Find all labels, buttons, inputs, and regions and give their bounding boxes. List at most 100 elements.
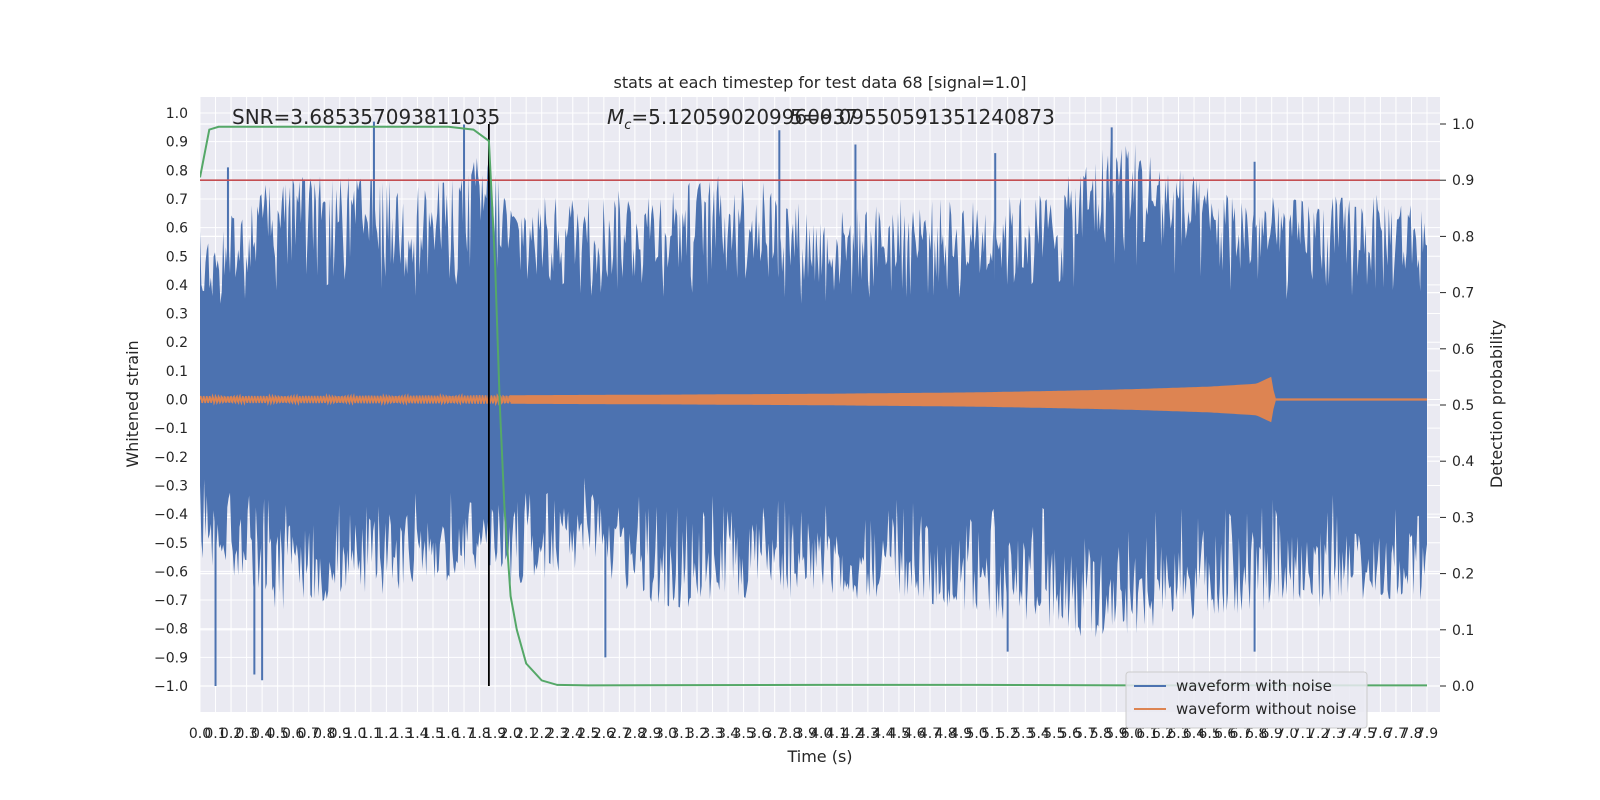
x-tick-label: 5.5: [1043, 726, 1065, 742]
y-tick-label: 0.1: [166, 364, 188, 380]
x-tick-label: 0.8: [313, 726, 335, 742]
x-tick-label: 6.8: [1245, 726, 1267, 742]
x-tick-label: 3.3: [701, 726, 723, 742]
y-tick-label: −0.4: [154, 507, 188, 523]
x-tick-label: 1.4: [406, 726, 428, 742]
x-tick-label: 7.0: [1276, 726, 1298, 742]
legend-label-noise: waveform with noise: [1176, 677, 1332, 695]
y-tick-label: 0.9: [166, 135, 188, 151]
x-tick-label: 5.8: [1090, 726, 1112, 742]
x-tick-label: 0.3: [235, 726, 257, 742]
chart-title: stats at each timestep for test data 68 …: [614, 73, 1027, 92]
x-tick-label: 2.0: [500, 726, 522, 742]
chirp-mass-annotation: Mc=5.120590209960937: [607, 105, 858, 133]
y-tick-labels: 1.0 0.9 0.8 0.7 0.6 0.5 0.4 0.3 0.2 0.1 0.0 −0.1 −0.…: [154, 106, 188, 695]
x-tick-label: 6.2: [1152, 726, 1174, 742]
x-tick-label: 2.3: [546, 726, 568, 742]
x-tick-label: 4.8: [934, 726, 956, 742]
x-tick-label: 0.6: [282, 726, 304, 742]
x-tick-label: 7.4: [1338, 726, 1360, 742]
x-tick-label: 6.6: [1214, 726, 1236, 742]
series-waveform-without-noise: [510, 376, 1428, 423]
x-tick-label: 6.3: [1167, 726, 1189, 742]
x-tick-label: 5.1: [981, 726, 1003, 742]
y-tick-label: −0.8: [154, 622, 188, 638]
x-tick-label: 4.2: [841, 726, 863, 742]
right-y-tick-label: 0.4: [1452, 454, 1474, 470]
x-tick-label: 5.0: [965, 726, 987, 742]
x-tick-label: 1.2: [375, 726, 397, 742]
right-y-tick-label: 0.5: [1452, 398, 1474, 414]
right-y-tick-label: 0.0: [1452, 679, 1474, 695]
plot-area: [200, 121, 1440, 687]
x-tick-label: 3.8: [779, 726, 801, 742]
x-tick-label: 7.6: [1369, 726, 1391, 742]
x-tick-label: 5.7: [1074, 726, 1096, 742]
x-tick-label: 5.4: [1028, 726, 1050, 742]
x-tick-label: 0.0: [189, 726, 211, 742]
x-tick-label: 7.9: [1416, 726, 1438, 742]
right-y-tick-label: 0.9: [1452, 173, 1474, 189]
x-tick-label: 3.0: [655, 726, 677, 742]
y-axis-label: Whitened strain: [123, 340, 142, 467]
x-tick-label: 3.6: [748, 726, 770, 742]
x-tick-label: 2.6: [593, 726, 615, 742]
x-tick-label: 4.9: [950, 726, 972, 742]
x-tick-label: 7.1: [1292, 726, 1314, 742]
x-tick-label: 4.1: [826, 726, 848, 742]
x-tick-label: 4.4: [872, 726, 894, 742]
x-tick-label: 7.2: [1307, 726, 1329, 742]
waveform-without-noise-oscillation: [200, 392, 512, 407]
x-tick-label: 2.7: [608, 726, 630, 742]
x-tick-label: 6.0: [1121, 726, 1143, 742]
y-tick-label: −0.6: [154, 564, 188, 580]
x-tick-label: 1.8: [468, 726, 490, 742]
x-tick-label: 5.3: [1012, 726, 1034, 742]
legend-box: [1125, 671, 1368, 729]
right-y-axis-label: Detection probability: [1487, 320, 1506, 488]
y-tick-label: 0.0: [166, 393, 188, 409]
x-tick-label: 1.7: [453, 726, 475, 742]
y-tick-label: 0.7: [166, 192, 188, 208]
x-tick-label: 4.6: [903, 726, 925, 742]
x-tick-label: 5.6: [1059, 726, 1081, 742]
x-tick-label: 6.9: [1261, 726, 1283, 742]
y-tick-label: −0.2: [154, 450, 188, 466]
x-tick-label: 7.7: [1385, 726, 1407, 742]
y-tick-label: 0.4: [166, 278, 188, 294]
y-tick-label: 0.2: [166, 335, 188, 351]
x-tick-label: 0.1: [204, 726, 226, 742]
y-tick-label: 0.3: [166, 307, 188, 323]
right-y-tick-label: 0.2: [1452, 567, 1474, 583]
x-tick-label: 1.3: [391, 726, 413, 742]
x-tick-label: 2.5: [577, 726, 599, 742]
series-waveform-with-noise: [200, 138, 1427, 638]
x-tick-label: 3.5: [732, 726, 754, 742]
x-tick-label: 2.2: [531, 726, 553, 742]
x-tick-label: 2.1: [515, 726, 537, 742]
x-tick-label: 1.1: [360, 726, 382, 742]
x-tick-label: 2.8: [624, 726, 646, 742]
overlapping-annotation: 5=6.09550591351240873: [790, 105, 1055, 129]
x-tick-label: 6.1: [1136, 726, 1158, 742]
y-tick-label: −1.0: [154, 679, 188, 695]
right-y-tick-label: 0.3: [1452, 510, 1474, 526]
y-tick-label: 0.5: [166, 249, 188, 265]
x-tick-label: 3.9: [795, 726, 817, 742]
x-tick-label: 0.2: [220, 726, 242, 742]
y-tick-label: −0.1: [154, 421, 188, 437]
y-tick-label: 0.8: [166, 163, 188, 179]
x-tick-label: 1.9: [484, 726, 506, 742]
x-tick-label: 0.9: [329, 726, 351, 742]
right-y-tick-label: 0.8: [1452, 229, 1474, 245]
x-axis-label: Time (s): [786, 747, 852, 766]
legend: waveform with noise waveform without noi…: [1125, 671, 1368, 729]
x-tick-label: 4.3: [857, 726, 879, 742]
right-y-tick-label: 0.6: [1452, 342, 1474, 358]
y-tick-label: 1.0: [166, 106, 188, 122]
chirp-mass-symbol: M: [607, 105, 624, 129]
x-tick-label: 4.7: [919, 726, 941, 742]
series-detection-probability: [200, 125, 1427, 687]
x-tick-label: 1.0: [344, 726, 366, 742]
